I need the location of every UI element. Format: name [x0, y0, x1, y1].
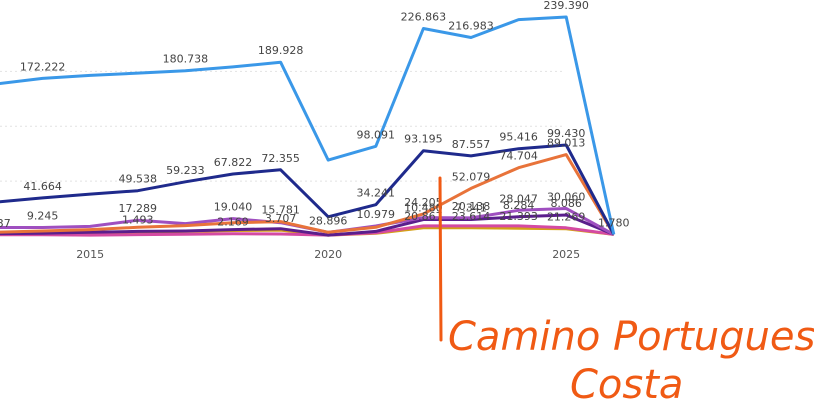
x-tick-label: 2020 [314, 248, 342, 261]
data-label: 24.205 [404, 196, 443, 209]
gridlines [0, 70, 565, 182]
series-line-1 [0, 15, 616, 235]
data-label: 19.040 [214, 201, 253, 214]
data-label: 2.169 [217, 216, 249, 229]
data-label: 15.781 [261, 204, 300, 217]
data-label: 99.430 [547, 127, 586, 140]
annotation-line-1: Camino Portugues [448, 314, 814, 360]
data-label: 226.863 [401, 11, 447, 24]
data-label: 72.355 [261, 152, 300, 165]
data-label: 28.896 [309, 214, 348, 227]
data-label: 172.222 [20, 60, 66, 73]
data-labels: 172.222 180.738 189.928 98.091 226.863216.98… [0, 0, 630, 230]
data-label: 20.867 [404, 210, 443, 223]
data-label: 74.704 [499, 150, 538, 163]
x-tick-label: 2025 [552, 248, 580, 261]
data-label: 3.707 [265, 212, 297, 225]
data-label: 8.284 [503, 199, 535, 212]
series-line-5 [0, 213, 615, 237]
data-label: 59.233 [166, 164, 205, 177]
series-lines [0, 15, 616, 237]
data-label: 8.086 [550, 197, 582, 210]
handwritten-annotation: Camino Portugues Costa [438, 176, 814, 408]
data-label: 189.928 [258, 44, 304, 57]
data-label: 20.138 [452, 200, 491, 213]
annotation-pointer-line [438, 176, 443, 342]
data-label: 239.390 [543, 0, 589, 12]
data-label: 1.780 [598, 216, 630, 229]
annotation-line-2: Costa [570, 362, 683, 408]
x-axis-ticks: 2015 2020 2025 [76, 248, 580, 261]
data-label: 1.493 [122, 213, 154, 226]
data-label: 180.738 [163, 53, 209, 66]
data-label: 10.480 [404, 202, 443, 215]
data-label: 49.538 [119, 173, 158, 186]
data-label: 41.664 [23, 180, 62, 193]
data-label: 7.341 [455, 202, 487, 215]
data-label: 87.557 [452, 138, 491, 151]
data-label: 10.979 [357, 208, 396, 221]
series-line-6 [0, 224, 615, 237]
data-label: 21.269 [547, 211, 586, 224]
data-label: 34.241 [357, 187, 396, 200]
x-tick-label: 2015 [76, 248, 104, 261]
series-line-3 [0, 153, 616, 236]
data-label: 17.289 [119, 202, 158, 215]
data-label: 28.047 [499, 192, 538, 205]
data-label: 9.245 [27, 210, 59, 223]
data-label: 52.079 [452, 170, 491, 183]
data-label: 1.337 [0, 217, 11, 230]
data-label: 23.614 [452, 210, 491, 223]
data-label: 98.091 [357, 128, 396, 141]
data-label: 67.822 [214, 156, 253, 169]
data-label: 89.013 [547, 137, 586, 150]
series-line-2 [0, 143, 616, 236]
data-label: 216.983 [448, 20, 494, 33]
data-label: 30.060 [547, 191, 586, 204]
data-label: 93.195 [404, 133, 443, 146]
data-label: 21.393 [499, 210, 538, 223]
data-label: 95.416 [499, 131, 538, 144]
